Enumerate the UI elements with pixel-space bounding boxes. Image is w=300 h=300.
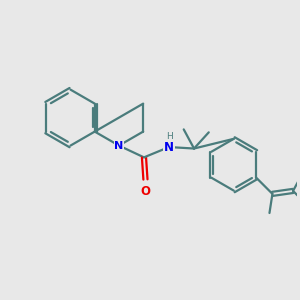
Text: N: N bbox=[114, 141, 124, 151]
Text: O: O bbox=[140, 185, 150, 198]
Text: H: H bbox=[166, 132, 172, 141]
Text: N: N bbox=[164, 141, 174, 154]
